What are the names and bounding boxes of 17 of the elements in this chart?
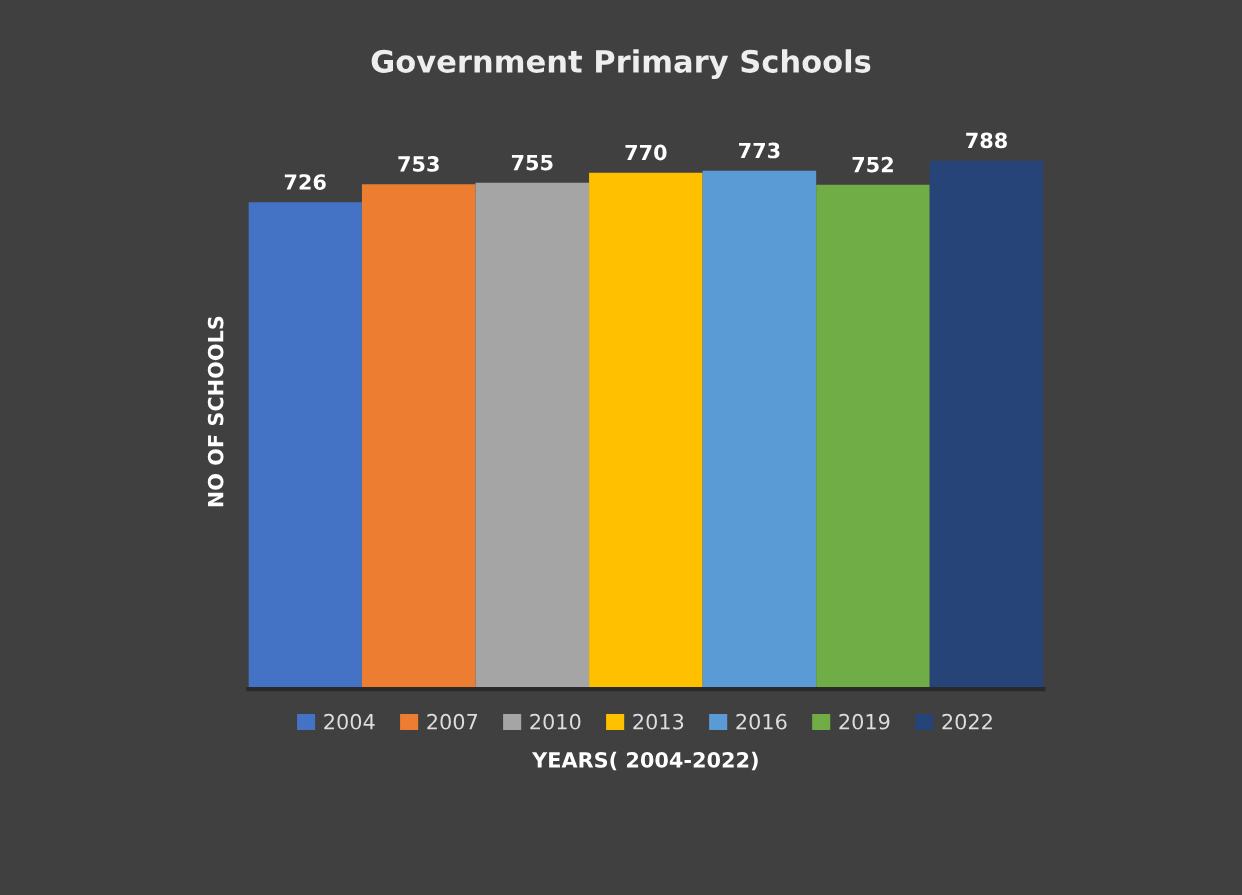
- y-axis-title: NO OF SCHOOLS: [207, 316, 224, 507]
- legend-label: 2019: [839, 713, 890, 730]
- data-label: 752: [852, 156, 893, 173]
- legend-label: 2007: [427, 713, 478, 730]
- legend-label: 2013: [633, 713, 684, 730]
- legend-label: 2004: [324, 713, 375, 730]
- data-label: 755: [511, 154, 553, 171]
- x-axis-title: YEARS( 2004-2022): [531, 751, 758, 771]
- data-label: 788: [966, 132, 1007, 149]
- data-label: 773: [739, 142, 780, 159]
- legend-label: 2010: [530, 713, 581, 730]
- data-label: 753: [398, 156, 439, 172]
- chart-title: Government Primary Schools: [371, 49, 871, 80]
- data-label: 770: [625, 144, 667, 161]
- data-label: 726: [284, 174, 326, 190]
- legend-label: 2022: [942, 713, 992, 730]
- legend-label: 2016: [736, 713, 787, 730]
